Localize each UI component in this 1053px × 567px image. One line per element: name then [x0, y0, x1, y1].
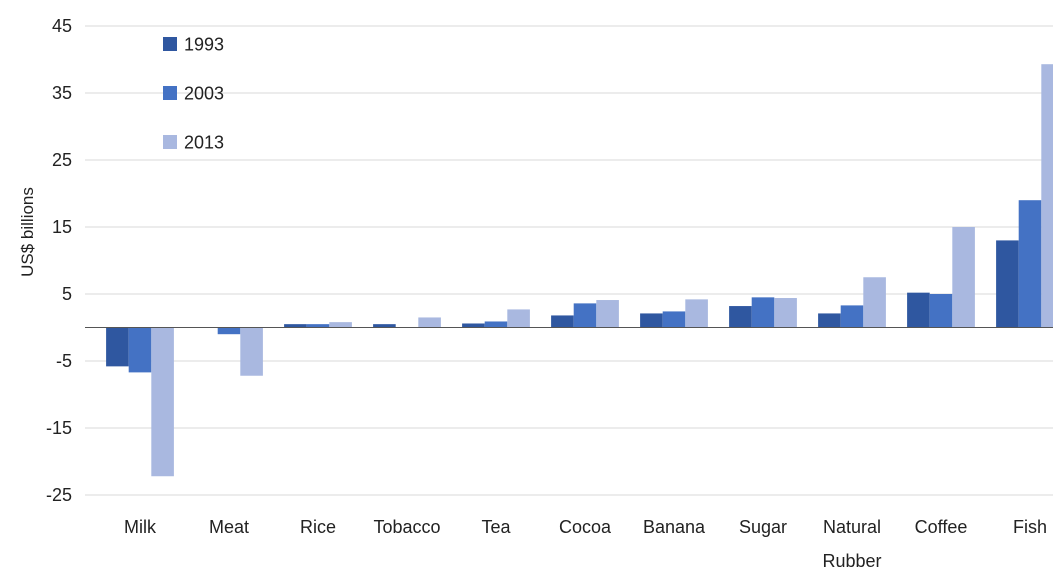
x-tick-label: Tobacco — [373, 517, 440, 537]
legend: 1993 2003 2013 — [163, 35, 224, 153]
x-tick-label: Rubber — [822, 551, 881, 567]
y-tick-label: 35 — [52, 83, 72, 103]
bar-2003-fish — [1018, 200, 1042, 328]
bar-1993-milk — [106, 327, 129, 367]
gridlines — [85, 25, 1053, 496]
legend-label: 1993 — [184, 35, 224, 55]
y-tick-label: -15 — [46, 418, 72, 438]
bar-2003-sugar — [751, 297, 775, 328]
bar-2013-tea — [507, 309, 530, 328]
bar-2013-coffee — [952, 227, 975, 328]
bar-2003-tea — [484, 321, 508, 328]
bar-2003-meat — [217, 327, 241, 335]
bar-2013-banana — [685, 299, 708, 328]
bar-1993-tobacco — [373, 324, 396, 328]
bar-2013-natural-rubber — [863, 277, 886, 328]
y-tick-label: 15 — [52, 217, 72, 237]
bar-2003-rice — [306, 324, 330, 328]
legend-label: 2003 — [184, 84, 224, 104]
bar-1993-tea — [462, 323, 485, 328]
x-tick-label: Fish — [1013, 517, 1047, 537]
bar-2013-cocoa — [596, 300, 619, 328]
y-axis-title: US$ billions — [18, 187, 37, 277]
bar-1993-natural-rubber — [818, 313, 841, 328]
bar-1993-coffee — [907, 292, 930, 328]
y-tick-label: 45 — [52, 16, 72, 36]
bar-2003-coffee — [929, 294, 953, 328]
y-tick-label: 5 — [62, 284, 72, 304]
x-tick-label: Rice — [300, 517, 336, 537]
bar-1993-rice — [284, 324, 307, 328]
y-axis: 45 35 25 15 5 -5 -15 -25 — [46, 16, 72, 505]
bar-2013-fish — [1041, 64, 1053, 328]
bar-2013-meat — [240, 327, 263, 376]
bar-2003-cocoa — [573, 303, 597, 328]
x-tick-label: Banana — [643, 517, 706, 537]
bars — [106, 64, 1053, 477]
y-tick-label: 25 — [52, 150, 72, 170]
x-tick-label: Sugar — [739, 517, 787, 537]
legend-swatch — [163, 135, 177, 149]
bar-2013-milk — [151, 327, 174, 477]
x-tick-label: Meat — [209, 517, 249, 537]
bar-1993-cocoa — [551, 315, 574, 328]
bar-1993-fish — [996, 240, 1019, 328]
y-tick-label: -25 — [46, 485, 72, 505]
x-axis: Milk Meat Rice Tobacco Tea Cocoa Banana Sugar Na… — [124, 517, 1047, 567]
bar-2003-banana — [662, 311, 686, 328]
bar-2003-milk — [128, 327, 152, 373]
bar-2003-natural-rubber — [840, 305, 864, 328]
legend-label: 2013 — [184, 133, 224, 153]
y-tick-label: -5 — [56, 351, 72, 371]
bar-2013-sugar — [774, 298, 797, 328]
bar-2013-tobacco — [418, 317, 441, 328]
bar-2013-rice — [329, 322, 352, 328]
legend-swatch — [163, 86, 177, 100]
legend-swatch — [163, 37, 177, 51]
x-tick-label: Coffee — [915, 517, 968, 537]
x-tick-label: Milk — [124, 517, 157, 537]
x-tick-label: Cocoa — [559, 517, 612, 537]
x-tick-label: Tea — [481, 517, 511, 537]
x-tick-label: Natural — [823, 517, 881, 537]
bar-1993-banana — [640, 313, 663, 328]
bar-1993-sugar — [729, 306, 752, 328]
